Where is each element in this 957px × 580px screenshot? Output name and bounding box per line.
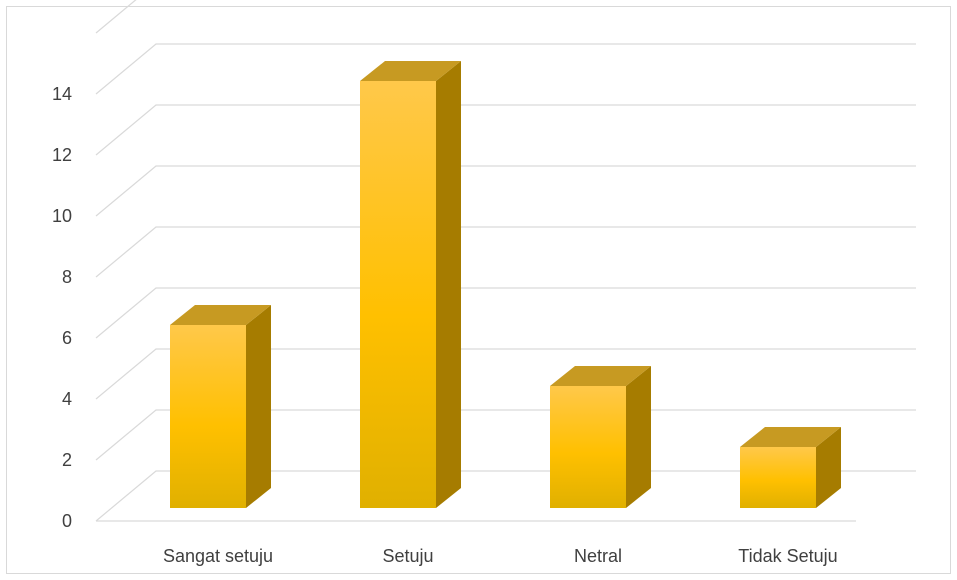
bar-sangat-setuju (170, 305, 271, 508)
y-tick-label: 8 (62, 267, 72, 287)
gridline-4 (95, 348, 916, 400)
y-axis-ticks: 0 2 4 6 8 10 12 14 (52, 84, 72, 531)
gridline-2 (95, 409, 916, 461)
gridline-6 (95, 287, 916, 339)
x-category-label: Setuju (382, 546, 433, 566)
bar-side (816, 427, 841, 508)
bar-top (360, 61, 461, 81)
gridline-12 (95, 104, 916, 156)
bar-top (740, 427, 841, 447)
gridline-10 (95, 165, 916, 217)
x-category-label: Netral (574, 546, 622, 566)
bar-top (170, 305, 271, 325)
x-category-label: Sangat setuju (163, 546, 273, 566)
gridline-8 (95, 226, 916, 278)
gridline-14 (95, 43, 916, 95)
gridlines (95, 0, 916, 522)
x-axis-categories: Sangat setuju Setuju Netral Tidak Setuju (163, 546, 838, 566)
bar-front (740, 447, 816, 508)
bar-top (550, 366, 651, 386)
bar-side (436, 61, 461, 508)
bar-front (360, 81, 436, 508)
bar-netral (550, 366, 651, 508)
y-tick-label: 6 (62, 328, 72, 348)
y-tick-label: 12 (52, 145, 72, 165)
gridline-0 (95, 470, 916, 522)
bar-front (170, 325, 246, 508)
gridline-16 (95, 0, 137, 34)
bar-setuju (360, 61, 461, 508)
bars (170, 61, 841, 508)
bar-side (626, 366, 651, 508)
bar-front (550, 386, 626, 508)
y-tick-label: 2 (62, 450, 72, 470)
y-tick-label: 4 (62, 389, 72, 409)
y-tick-label: 14 (52, 84, 72, 104)
x-category-label: Tidak Setuju (738, 546, 837, 566)
bar-tidak-setuju (740, 427, 841, 508)
bar-side (246, 305, 271, 508)
y-tick-label: 10 (52, 206, 72, 226)
y-tick-label: 0 (62, 511, 72, 531)
